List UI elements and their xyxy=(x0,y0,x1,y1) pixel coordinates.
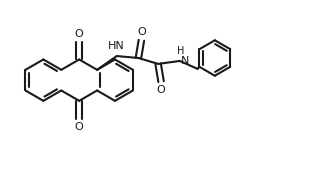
Text: O: O xyxy=(75,29,83,39)
Text: O: O xyxy=(137,27,146,37)
Text: O: O xyxy=(75,122,83,132)
Text: H: H xyxy=(177,46,184,56)
Text: HN: HN xyxy=(108,41,124,51)
Text: O: O xyxy=(157,85,165,94)
Text: N: N xyxy=(181,56,189,66)
